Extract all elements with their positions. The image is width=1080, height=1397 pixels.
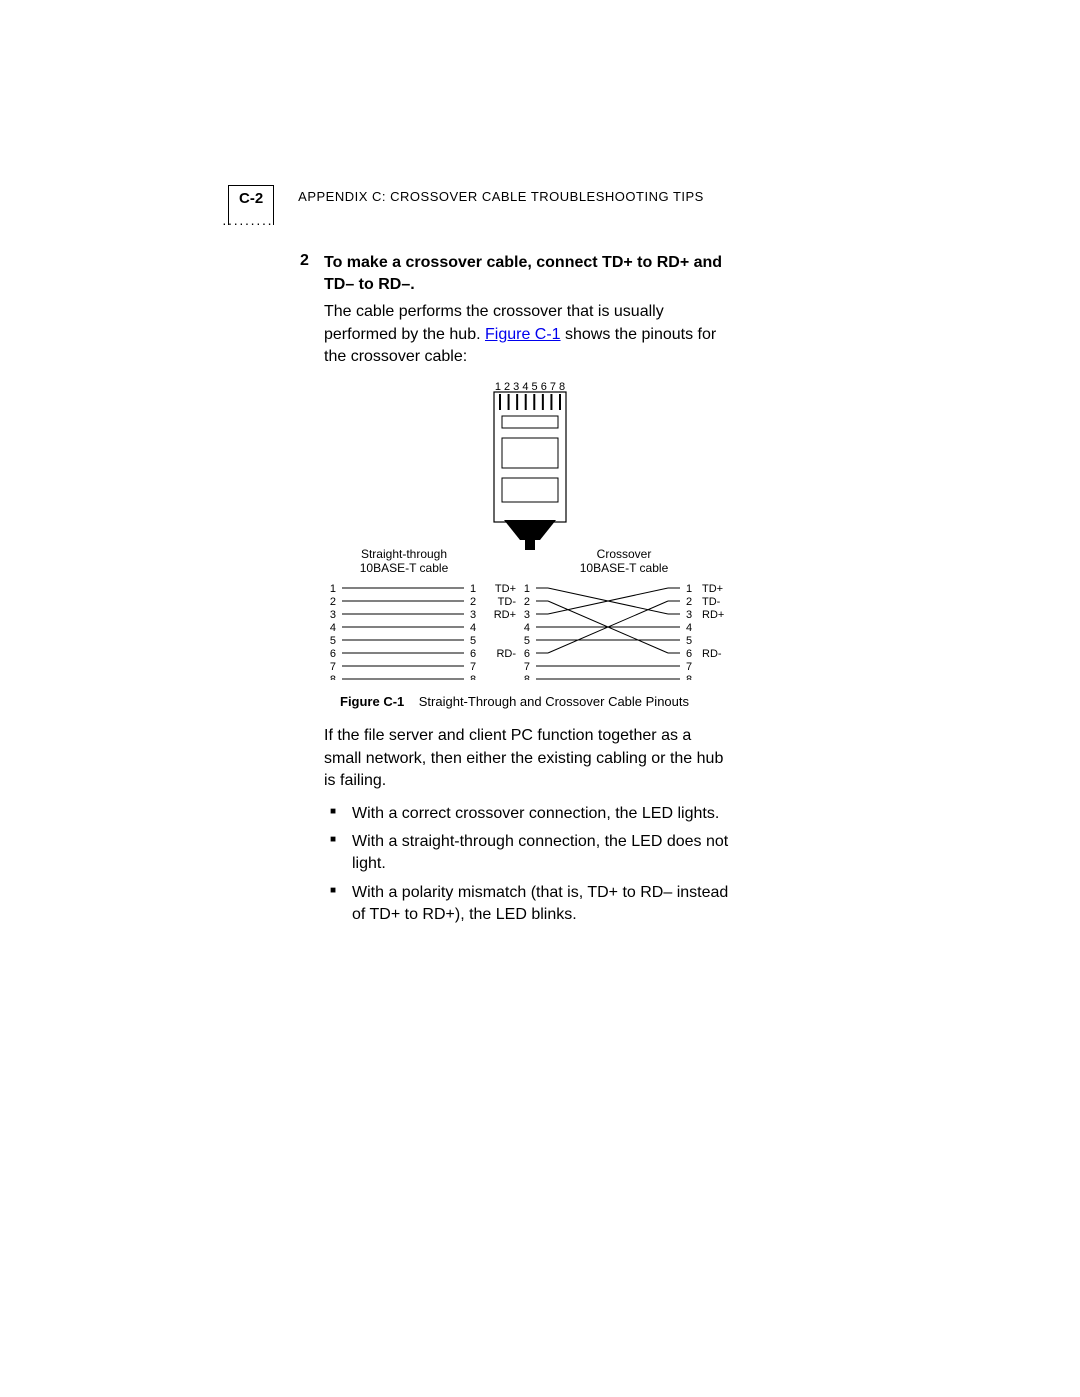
svg-text:7: 7 [470,661,476,673]
figure-link[interactable]: Figure C-1 [485,326,561,343]
svg-text:TD-: TD- [498,596,517,608]
svg-text:10BASE-T cable: 10BASE-T cable [360,561,449,575]
svg-text:3: 3 [524,609,530,621]
header-dots-icon: ········· [222,215,273,231]
list-item: With a straight-through connection, the … [324,831,730,876]
bullet-list: With a correct crossover connection, the… [324,803,730,927]
svg-text:2: 2 [686,596,692,608]
content-area: 2 To make a crossover cable, connect TD+… [300,252,730,932]
svg-text:7: 7 [686,661,692,673]
svg-text:3: 3 [330,609,336,621]
svg-text:1 2 3 4 5 6 7 8: 1 2 3 4 5 6 7 8 [495,381,565,393]
svg-text:6: 6 [524,648,530,660]
svg-text:1: 1 [330,583,336,595]
svg-text:8: 8 [470,674,476,680]
page-header: C-2 APPENDIX C: CROSSOVER CABLE TROUBLES… [228,185,704,225]
svg-text:TD+: TD+ [495,583,516,595]
svg-text:8: 8 [686,674,692,680]
svg-text:4: 4 [470,622,476,634]
figure-caption-bold: Figure C-1 [340,694,404,709]
page-number: C-2 [239,190,263,207]
svg-text:5: 5 [524,635,530,647]
step-body: The cable performs the crossover that is… [324,301,730,368]
svg-text:Crossover: Crossover [597,547,652,561]
svg-text:4: 4 [524,622,530,634]
svg-text:5: 5 [470,635,476,647]
svg-text:TD+: TD+ [702,583,723,595]
svg-text:Straight-through: Straight-through [361,547,447,561]
step-number: 2 [300,252,324,295]
figure-caption-text: Straight-Through and Crossover Cable Pin… [419,694,689,709]
figure: 1 2 3 4 5 6 7 8Straight-through10BASE-T … [324,380,730,680]
svg-text:5: 5 [330,635,336,647]
svg-text:3: 3 [686,609,692,621]
figure-caption: Figure C-1 Straight-Through and Crossove… [340,694,730,709]
svg-text:3: 3 [470,609,476,621]
svg-text:1: 1 [686,583,692,595]
appendix-label: APPENDIX C: CROSSOVER CABLE TROUBLESHOOT… [298,189,704,204]
svg-text:6: 6 [470,648,476,660]
step-title: To make a crossover cable, connect TD+ t… [324,252,730,295]
svg-text:4: 4 [330,622,336,634]
svg-text:7: 7 [524,661,530,673]
svg-text:5: 5 [686,635,692,647]
svg-text:TD-: TD- [702,596,721,608]
svg-text:1: 1 [524,583,530,595]
svg-text:RD+: RD+ [702,609,724,621]
svg-text:1: 1 [470,583,476,595]
svg-text:RD-: RD- [496,648,516,660]
step-heading: 2 To make a crossover cable, connect TD+… [300,252,730,295]
svg-text:4: 4 [686,622,692,634]
list-item: With a polarity mismatch (that is, TD+ t… [324,882,730,927]
svg-text:RD+: RD+ [494,609,516,621]
svg-text:2: 2 [470,596,476,608]
svg-text:7: 7 [330,661,336,673]
svg-text:6: 6 [686,648,692,660]
after-figure-text: If the file server and client PC functio… [324,725,730,792]
svg-text:8: 8 [524,674,530,680]
list-item: With a correct crossover connection, the… [324,803,730,825]
svg-text:RD-: RD- [702,648,722,660]
svg-text:2: 2 [524,596,530,608]
svg-text:2: 2 [330,596,336,608]
pinout-diagram: 1 2 3 4 5 6 7 8Straight-through10BASE-T … [324,380,724,680]
svg-text:10BASE-T cable: 10BASE-T cable [580,561,669,575]
header-title: APPENDIX C: CROSSOVER CABLE TROUBLESHOOT… [298,189,704,204]
svg-text:6: 6 [330,648,336,660]
svg-text:8: 8 [330,674,336,680]
